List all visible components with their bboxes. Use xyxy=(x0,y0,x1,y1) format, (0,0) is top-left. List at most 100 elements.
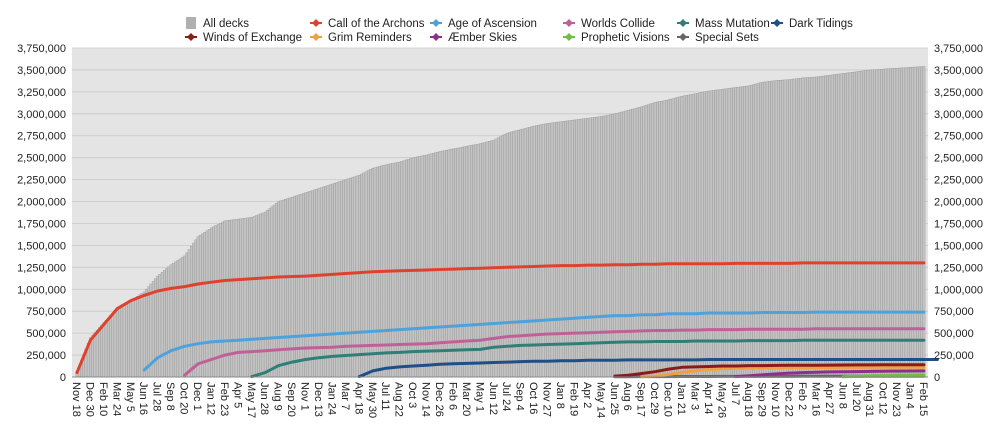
point-age-of-ascension xyxy=(331,332,334,336)
bar-all-decks xyxy=(532,125,536,378)
bar-all-decks xyxy=(537,125,540,378)
legend-label: Æmber Skies xyxy=(448,32,517,44)
x-tick-label: May 17 xyxy=(245,382,257,418)
point-mass-mutation xyxy=(694,339,697,343)
point-mass-mutation xyxy=(748,339,751,342)
legend-marker-icon xyxy=(432,33,440,41)
y-tick-label-right: 750,000 xyxy=(934,306,974,318)
bar-all-decks xyxy=(915,66,919,378)
point-prophetic-visions xyxy=(895,374,899,377)
point-worlds-collide xyxy=(815,327,818,330)
point-worlds-collide xyxy=(855,327,858,330)
point-call-of-the-archons xyxy=(264,276,267,280)
point-dark-tidings xyxy=(653,358,657,362)
point-call-of-the-archons xyxy=(102,323,106,326)
y-axis-right: 0 250,000 500,000 750,000 1,000,000 1,250,000… xyxy=(934,43,983,384)
legend-swatch-all-decks xyxy=(186,17,196,29)
bar-all-decks xyxy=(189,246,193,378)
bar-all-decks xyxy=(700,92,704,378)
bar-all-decks xyxy=(127,301,130,378)
point-age-of-ascension xyxy=(842,310,845,314)
x-tick-label: Mar 20 xyxy=(460,382,472,416)
point-call-of-the-archons xyxy=(653,263,657,266)
point-call-of-the-archons xyxy=(761,262,764,265)
point-call-of-the-archons xyxy=(143,294,146,297)
point-worlds-collide xyxy=(694,328,697,332)
point-age-of-ascension xyxy=(546,318,549,322)
bar-all-decks xyxy=(920,66,924,378)
point-worlds-collide xyxy=(869,327,872,330)
point-age-of-ascension xyxy=(156,356,159,359)
x-tick-label: Nov 14 xyxy=(420,382,432,417)
point-grim-reminders xyxy=(882,366,885,369)
bar-all-decks xyxy=(604,115,608,378)
legend-marker-icon xyxy=(565,19,573,27)
point--mber-skies xyxy=(828,370,832,374)
bar-all-decks xyxy=(671,98,675,378)
point-worlds-collide xyxy=(680,328,684,332)
bar-all-decks xyxy=(673,97,677,378)
bar-all-decks xyxy=(725,88,729,378)
bar-all-decks xyxy=(680,96,684,378)
bar-all-decks xyxy=(902,67,906,378)
bar-all-decks xyxy=(91,334,94,378)
bar-all-decks xyxy=(649,103,652,378)
point-mass-mutation xyxy=(465,348,469,352)
x-tick-label: Nov 18 xyxy=(70,382,82,417)
bar-all-decks xyxy=(812,76,816,378)
point-winds-of-exchange xyxy=(694,365,697,369)
x-tick-label: Jan 4 xyxy=(904,382,916,409)
point-dark-tidings xyxy=(922,358,926,361)
point-worlds-collide xyxy=(398,343,401,346)
point-dark-tidings xyxy=(842,358,845,361)
bar-all-decks xyxy=(181,257,184,378)
point-worlds-collide xyxy=(465,339,469,343)
point-call-of-the-archons xyxy=(842,261,845,265)
point-call-of-the-archons xyxy=(801,261,805,265)
point-dark-tidings xyxy=(667,358,670,362)
point-call-of-the-archons xyxy=(828,261,832,265)
point-dark-tidings xyxy=(774,358,778,361)
bar-all-decks xyxy=(138,294,142,378)
point-grim-reminders xyxy=(815,366,818,369)
bar-all-decks xyxy=(93,332,97,378)
point-call-of-the-archons xyxy=(627,263,630,266)
point-age-of-ascension xyxy=(506,321,509,324)
point-dark-tidings xyxy=(371,369,374,373)
point-dark-tidings xyxy=(532,360,536,363)
bar-all-decks xyxy=(519,129,522,378)
point-grim-reminders xyxy=(734,367,737,370)
point-age-of-ascension xyxy=(882,310,885,314)
bar-all-decks xyxy=(866,70,870,378)
point-mass-mutation xyxy=(546,343,549,346)
bar-all-decks xyxy=(492,139,496,378)
bar-all-decks xyxy=(763,81,767,378)
bar-all-decks xyxy=(116,308,119,378)
point-mass-mutation xyxy=(613,341,616,344)
bar-all-decks xyxy=(98,327,101,378)
point-worlds-collide xyxy=(317,346,321,349)
bar-all-decks xyxy=(808,77,812,378)
y-tick-label-left: 1,250,000 xyxy=(17,262,66,274)
x-tick-label: Jul 20 xyxy=(850,382,862,411)
x-tick-label: Feb 2 xyxy=(796,382,808,410)
bar-all-decks xyxy=(660,100,664,378)
bar-all-decks xyxy=(734,87,738,378)
point-call-of-the-archons xyxy=(237,278,240,281)
bar-all-decks xyxy=(904,67,908,378)
point-call-of-the-archons xyxy=(129,299,132,302)
bar-all-decks xyxy=(203,232,207,378)
point-winds-of-exchange xyxy=(774,364,778,367)
bar-all-decks xyxy=(857,71,861,378)
bar-all-decks xyxy=(900,67,903,378)
point-call-of-the-archons xyxy=(344,272,348,275)
point-mass-mutation xyxy=(761,339,764,342)
point-mass-mutation xyxy=(573,342,576,345)
point-mass-mutation xyxy=(707,339,711,343)
x-tick-label: Nov 1 xyxy=(299,382,311,411)
bar-all-decks xyxy=(122,304,126,378)
bar-all-decks xyxy=(839,73,843,378)
bar-all-decks xyxy=(689,94,693,378)
bar-all-decks xyxy=(102,322,106,378)
